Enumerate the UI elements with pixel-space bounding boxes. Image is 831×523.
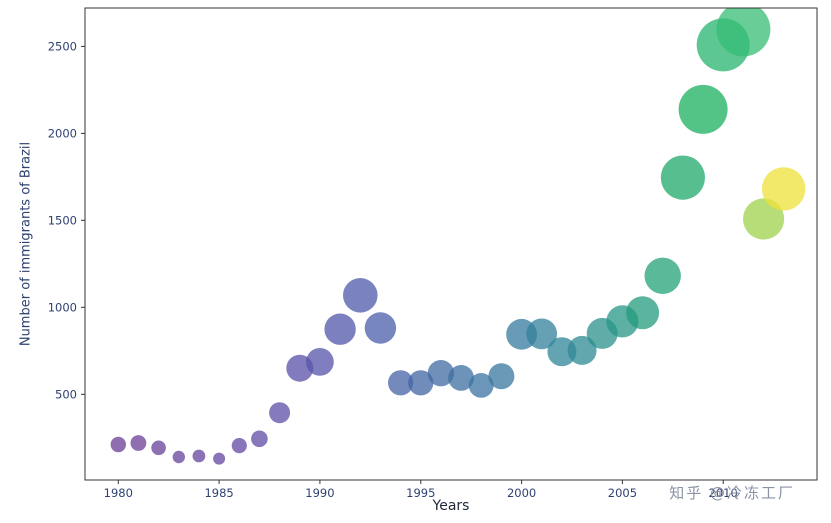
y-axis-label: Number of immigrants of Brazil bbox=[18, 141, 34, 347]
data-point bbox=[408, 370, 434, 396]
x-axis-label: Years bbox=[432, 498, 470, 514]
x-tick-label: 2010 bbox=[709, 486, 738, 500]
data-point bbox=[427, 360, 455, 387]
data-point bbox=[388, 370, 414, 396]
data-point bbox=[151, 440, 166, 456]
x-tick-label: 1980 bbox=[104, 486, 133, 500]
data-point bbox=[251, 430, 268, 448]
x-tick-label: 2000 bbox=[507, 486, 536, 500]
data-point bbox=[526, 318, 558, 350]
data-point bbox=[448, 365, 474, 391]
data-point bbox=[364, 312, 397, 344]
y-tick-label: 1500 bbox=[48, 213, 77, 227]
data-point bbox=[644, 257, 681, 294]
data-point bbox=[306, 348, 334, 376]
data-point bbox=[626, 296, 660, 330]
data-point bbox=[660, 155, 706, 200]
watermark: 知乎 @冷冻工厂 bbox=[669, 484, 795, 502]
data-point bbox=[269, 402, 291, 424]
y-tick-label: 500 bbox=[55, 387, 77, 401]
plot-border bbox=[84, 7, 818, 481]
data-point bbox=[343, 278, 378, 313]
y-tick-label: 1000 bbox=[48, 300, 77, 314]
x-tick-label: 1985 bbox=[204, 486, 233, 500]
data-point bbox=[762, 167, 806, 211]
data-point bbox=[172, 450, 185, 464]
data-point bbox=[488, 363, 515, 390]
data-point bbox=[324, 313, 356, 345]
x-tick-label: 2005 bbox=[608, 486, 637, 500]
y-tick-label: 2500 bbox=[48, 39, 77, 53]
y-tick-label: 2000 bbox=[48, 126, 77, 140]
data-point bbox=[231, 438, 247, 454]
data-point bbox=[468, 373, 494, 398]
plot-area bbox=[85, 8, 817, 480]
data-point bbox=[130, 435, 147, 451]
data-point bbox=[743, 198, 785, 240]
x-tick-label: 1995 bbox=[406, 486, 435, 500]
data-point bbox=[213, 452, 226, 465]
data-point bbox=[192, 449, 206, 463]
data-point bbox=[678, 84, 728, 134]
data-point bbox=[716, 8, 771, 57]
data-point bbox=[110, 436, 127, 453]
x-tick-label: 1990 bbox=[305, 486, 334, 500]
data-point bbox=[567, 335, 597, 365]
